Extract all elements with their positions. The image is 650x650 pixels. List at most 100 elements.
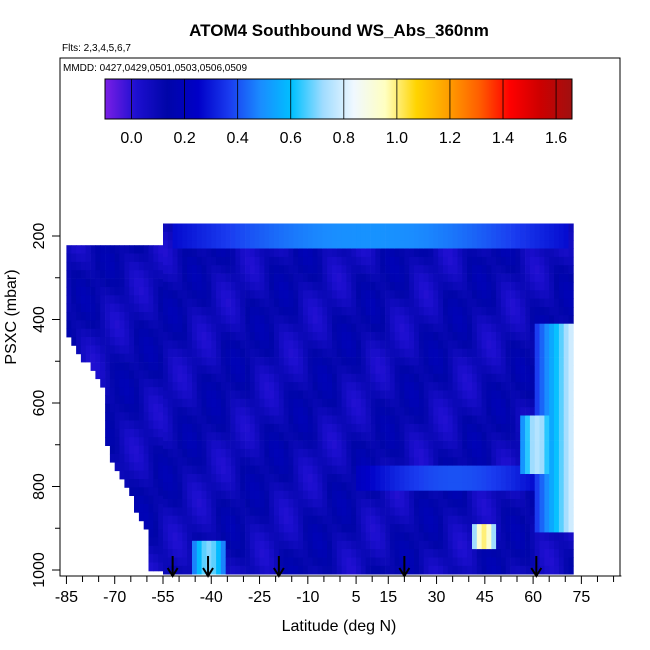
heatmap-cell — [288, 281, 294, 291]
heatmap-cell — [558, 332, 565, 341]
heatmap-cell — [254, 256, 260, 266]
heatmap-cell — [394, 440, 400, 450]
heatmap-cell — [351, 231, 357, 241]
heatmap-cell — [307, 565, 313, 575]
heatmap-cell — [554, 298, 560, 308]
heatmap-cell — [409, 348, 415, 358]
heatmap-cell — [336, 323, 342, 333]
heatmap-cell — [385, 407, 391, 416]
heatmap-cell — [563, 515, 569, 525]
heatmap-cell — [534, 440, 540, 450]
heatmap-cell — [220, 365, 227, 375]
heatmap-cell — [332, 398, 338, 408]
heatmap-cell — [187, 240, 193, 249]
heatmap-cell — [187, 515, 193, 525]
heatmap-cell — [235, 248, 241, 258]
heatmap-cell — [389, 557, 396, 567]
heatmap-cell — [336, 290, 342, 300]
heatmap-cell — [220, 373, 227, 383]
heatmap-cell — [399, 390, 405, 400]
heatmap-cell — [486, 490, 492, 500]
heatmap-cell — [177, 332, 183, 341]
heatmap-cell — [346, 332, 352, 341]
heatmap-cell — [452, 507, 458, 517]
heatmap-cell — [206, 415, 212, 425]
heatmap-cell — [486, 332, 492, 341]
heatmap-cell — [389, 240, 396, 249]
heatmap-cell — [264, 323, 270, 333]
heatmap-cell — [196, 474, 202, 483]
heatmap-cell — [327, 323, 333, 333]
heatmap-cell — [452, 248, 458, 258]
heatmap-cell — [278, 323, 285, 333]
heatmap-cell — [496, 223, 502, 233]
heatmap-cell — [317, 407, 323, 416]
heatmap-cell — [443, 540, 449, 550]
heatmap-cell — [240, 290, 246, 300]
heatmap-cell — [254, 440, 260, 450]
heatmap-cell — [520, 223, 526, 233]
heatmap-cell — [549, 348, 555, 358]
heatmap-cell — [563, 432, 569, 441]
heatmap-cell — [365, 231, 371, 241]
heatmap-cell — [196, 315, 202, 325]
heatmap-cell — [481, 223, 487, 233]
heatmap-cell — [476, 281, 482, 291]
heatmap-cell — [143, 470, 149, 480]
heatmap-cell — [433, 398, 439, 408]
y-tick-label: 800 — [31, 473, 48, 500]
heatmap-cell — [307, 440, 313, 450]
heatmap-cell — [404, 382, 410, 391]
heatmap-cell — [336, 307, 342, 316]
heatmap-cell — [163, 231, 169, 241]
heatmap-cell — [399, 240, 405, 249]
heatmap-cell — [520, 482, 526, 492]
heatmap-cell — [182, 557, 188, 567]
heatmap-cell — [249, 348, 256, 358]
heatmap-cell — [428, 432, 434, 441]
heatmap-cell — [269, 248, 275, 258]
heatmap-cell — [394, 549, 400, 558]
heatmap-cell — [307, 340, 313, 350]
heatmap-cell — [254, 549, 260, 558]
heatmap-cell — [201, 432, 207, 441]
heatmap-cell — [433, 223, 439, 233]
heatmap-cell — [129, 487, 135, 496]
heatmap-cell — [105, 345, 111, 355]
heatmap-cell — [322, 540, 328, 550]
heatmap-cell — [389, 298, 396, 308]
heatmap-cell — [462, 382, 468, 391]
heatmap-cell — [380, 407, 386, 416]
heatmap-cell — [211, 515, 217, 525]
heatmap-cell — [351, 298, 357, 308]
heatmap-cell — [467, 265, 473, 274]
heatmap-cell — [404, 390, 410, 400]
heatmap-cell — [549, 223, 555, 233]
heatmap-cell — [220, 557, 227, 567]
heatmap-cell — [438, 423, 444, 433]
heatmap-cell — [375, 499, 381, 508]
heatmap-cell — [317, 390, 323, 400]
heatmap-cell — [452, 273, 458, 283]
heatmap-cell — [138, 270, 145, 279]
heatmap-cell — [423, 515, 429, 525]
heatmap-cell — [568, 373, 574, 383]
heatmap-cell — [134, 362, 140, 371]
heatmap-cell — [510, 223, 516, 233]
heatmap-cell — [414, 323, 420, 333]
heatmap-cell — [505, 332, 511, 341]
heatmap-cell — [254, 474, 260, 483]
heatmap-cell — [298, 398, 304, 408]
heatmap-cell — [438, 549, 444, 558]
heatmap-cell — [153, 512, 159, 522]
heatmap-cell — [496, 549, 502, 558]
heatmap-cell — [467, 323, 473, 333]
heatmap-cell — [105, 437, 111, 446]
heatmap-cell — [211, 340, 217, 350]
heatmap-cell — [288, 415, 294, 425]
heatmap-cell — [303, 265, 309, 274]
heatmap-cell — [438, 332, 444, 341]
heatmap-cell — [356, 398, 362, 408]
heatmap-cell — [163, 515, 169, 525]
heatmap-cell — [399, 373, 405, 383]
